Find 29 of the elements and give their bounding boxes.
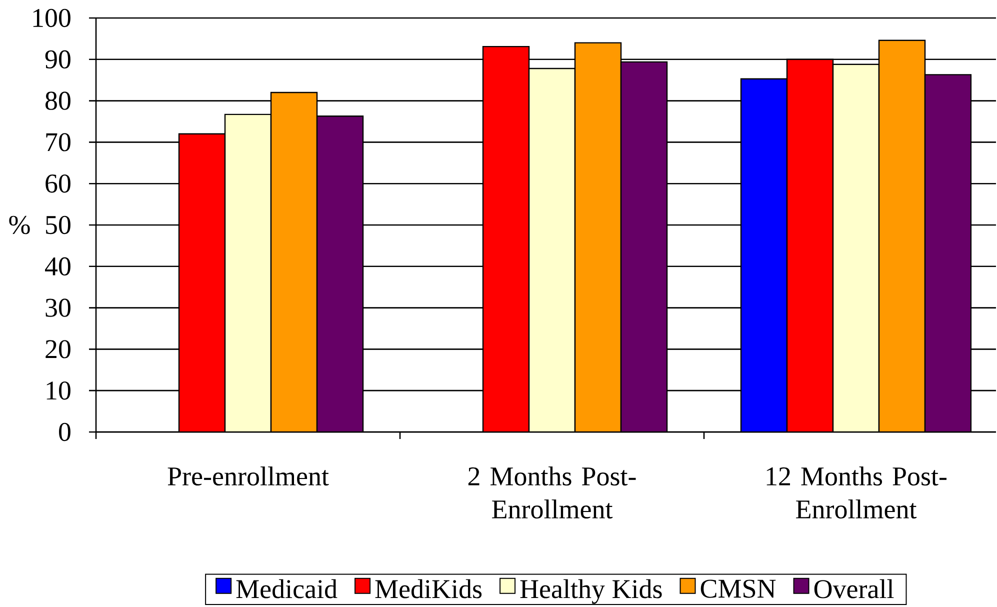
bar — [178, 133, 226, 432]
bar — [832, 64, 880, 432]
bar — [482, 46, 530, 432]
legend-label: Medicaid — [236, 579, 338, 598]
bar — [878, 40, 926, 432]
x-tick-label: 2 Months Post-Enrollment — [468, 466, 636, 519]
bar — [270, 92, 318, 432]
bar — [224, 114, 272, 432]
bar — [528, 68, 576, 432]
y-tick-label: 70 — [46, 133, 70, 152]
bar — [786, 58, 834, 432]
y-tick-label: 50 — [46, 216, 70, 234]
y-tick-label: 30 — [46, 298, 70, 317]
y-tick-label: 60 — [46, 174, 70, 193]
y-tick-label: 100 — [33, 8, 70, 28]
legend-label: MediKids — [375, 579, 482, 598]
x-tick-label: 12 Months Post-Enrollment — [766, 466, 947, 519]
y-tick-label: 80 — [46, 92, 70, 110]
legend-label: Overall — [814, 579, 894, 598]
y-tick-label: 20 — [46, 340, 70, 358]
y-axis-title: % — [9, 216, 30, 234]
bar — [574, 42, 622, 432]
y-tick-label: 90 — [45, 50, 70, 69]
y-tick-label: 40 — [45, 257, 70, 276]
y-tick-label: 0 — [59, 422, 70, 442]
legend-label: Healthy Kids — [520, 579, 662, 604]
y-tick-label: 10 — [46, 381, 70, 400]
x-tick-label: Pre-enrollment — [168, 466, 329, 486]
legend-label: CMSN — [700, 580, 776, 598]
